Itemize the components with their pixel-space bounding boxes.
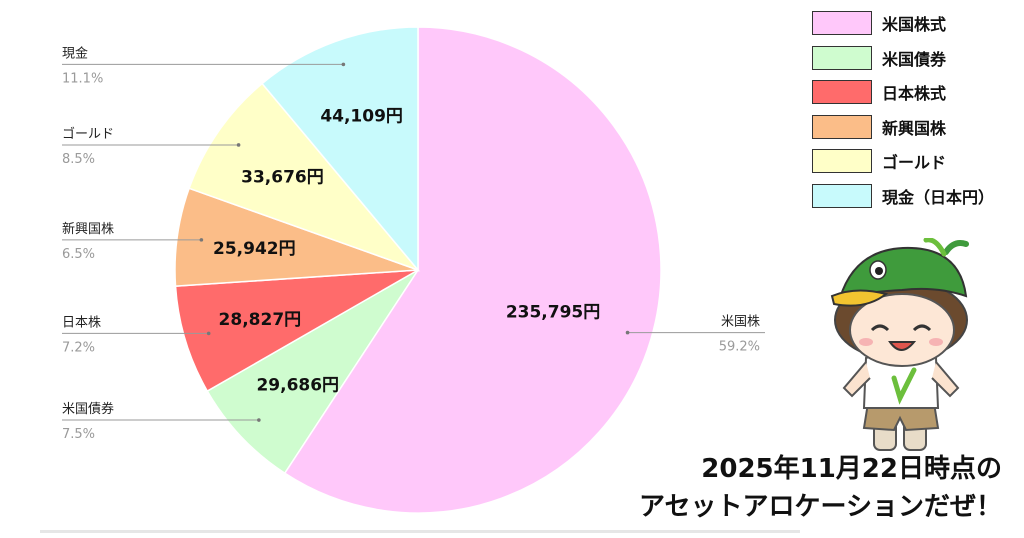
slice-percent-label: 6.5%	[62, 247, 95, 262]
legend-swatch	[812, 114, 872, 139]
legend-item-cash: 現金（日本円）	[812, 179, 1018, 214]
legend-label: 現金（日本円）	[882, 187, 995, 207]
slice-percent-label: 7.5%	[62, 427, 95, 442]
caption-line-1: 2025年11月22日時点の	[701, 454, 1002, 484]
slice-name-label: 米国債券	[62, 401, 114, 417]
legend-swatch	[812, 80, 872, 105]
slice-percent-label: 11.1%	[62, 71, 103, 86]
legend-item-us-bonds: 米国債券	[812, 41, 1018, 76]
legend-label: 米国債券	[882, 49, 947, 69]
caption-line-2: アセットアロケーションだぜ！	[639, 492, 1002, 522]
slice-value-label: 28,827円	[219, 310, 302, 330]
pie-slice	[261, 26, 419, 273]
divider	[40, 530, 800, 533]
legend-item-japan-stocks: 日本株式	[812, 75, 1018, 110]
legend-swatch	[812, 11, 872, 36]
slice-value-label: 25,942円	[213, 239, 296, 259]
mascot-character-illustration	[830, 238, 969, 451]
slice-value-label: 29,686円	[256, 375, 339, 395]
slice-percent-label: 8.5%	[62, 152, 95, 167]
leader-dot	[257, 418, 261, 422]
leader-dot	[341, 62, 346, 67]
slice-name-label: 現金	[62, 45, 88, 61]
slice-name-label: 米国株	[721, 315, 760, 330]
leader-dot	[236, 143, 241, 147]
legend-item-gold: ゴールド	[812, 144, 1018, 179]
legend-swatch	[812, 183, 872, 208]
leader-dot	[199, 238, 204, 242]
legend-label: ゴールド	[882, 153, 947, 173]
pie-slice	[188, 82, 421, 272]
pie-slice	[174, 269, 419, 393]
pie-slice	[206, 269, 419, 475]
legend-item-us-stocks: 米国株式	[812, 6, 1018, 41]
slice-percent-label: 7.2%	[62, 340, 95, 355]
slice-value-label: 235,795円	[506, 302, 600, 322]
slice-name-label: 新興国株	[62, 221, 114, 237]
slice-value-label: 44,109円	[320, 107, 403, 127]
slice-percent-label: 59.2%	[719, 340, 760, 355]
legend-label: 日本株式	[882, 84, 947, 104]
chart-legend: 米国株式 米国債券 日本株式 新興国株 ゴールド 現金（日本円）	[812, 6, 1018, 213]
legend-item-emerging-stocks: 新興国株	[812, 110, 1018, 145]
leader-dot	[206, 331, 211, 336]
legend-swatch	[812, 45, 872, 70]
slice-name-label: ゴールド	[62, 126, 114, 142]
legend-swatch	[812, 149, 872, 174]
pie-slice	[283, 26, 662, 514]
legend-label: 新興国株	[882, 118, 947, 138]
slice-name-label: 日本株	[62, 315, 101, 330]
legend-label: 米国株式	[882, 15, 947, 35]
slice-value-label: 33,676円	[241, 168, 324, 188]
leader-dot	[625, 330, 630, 335]
